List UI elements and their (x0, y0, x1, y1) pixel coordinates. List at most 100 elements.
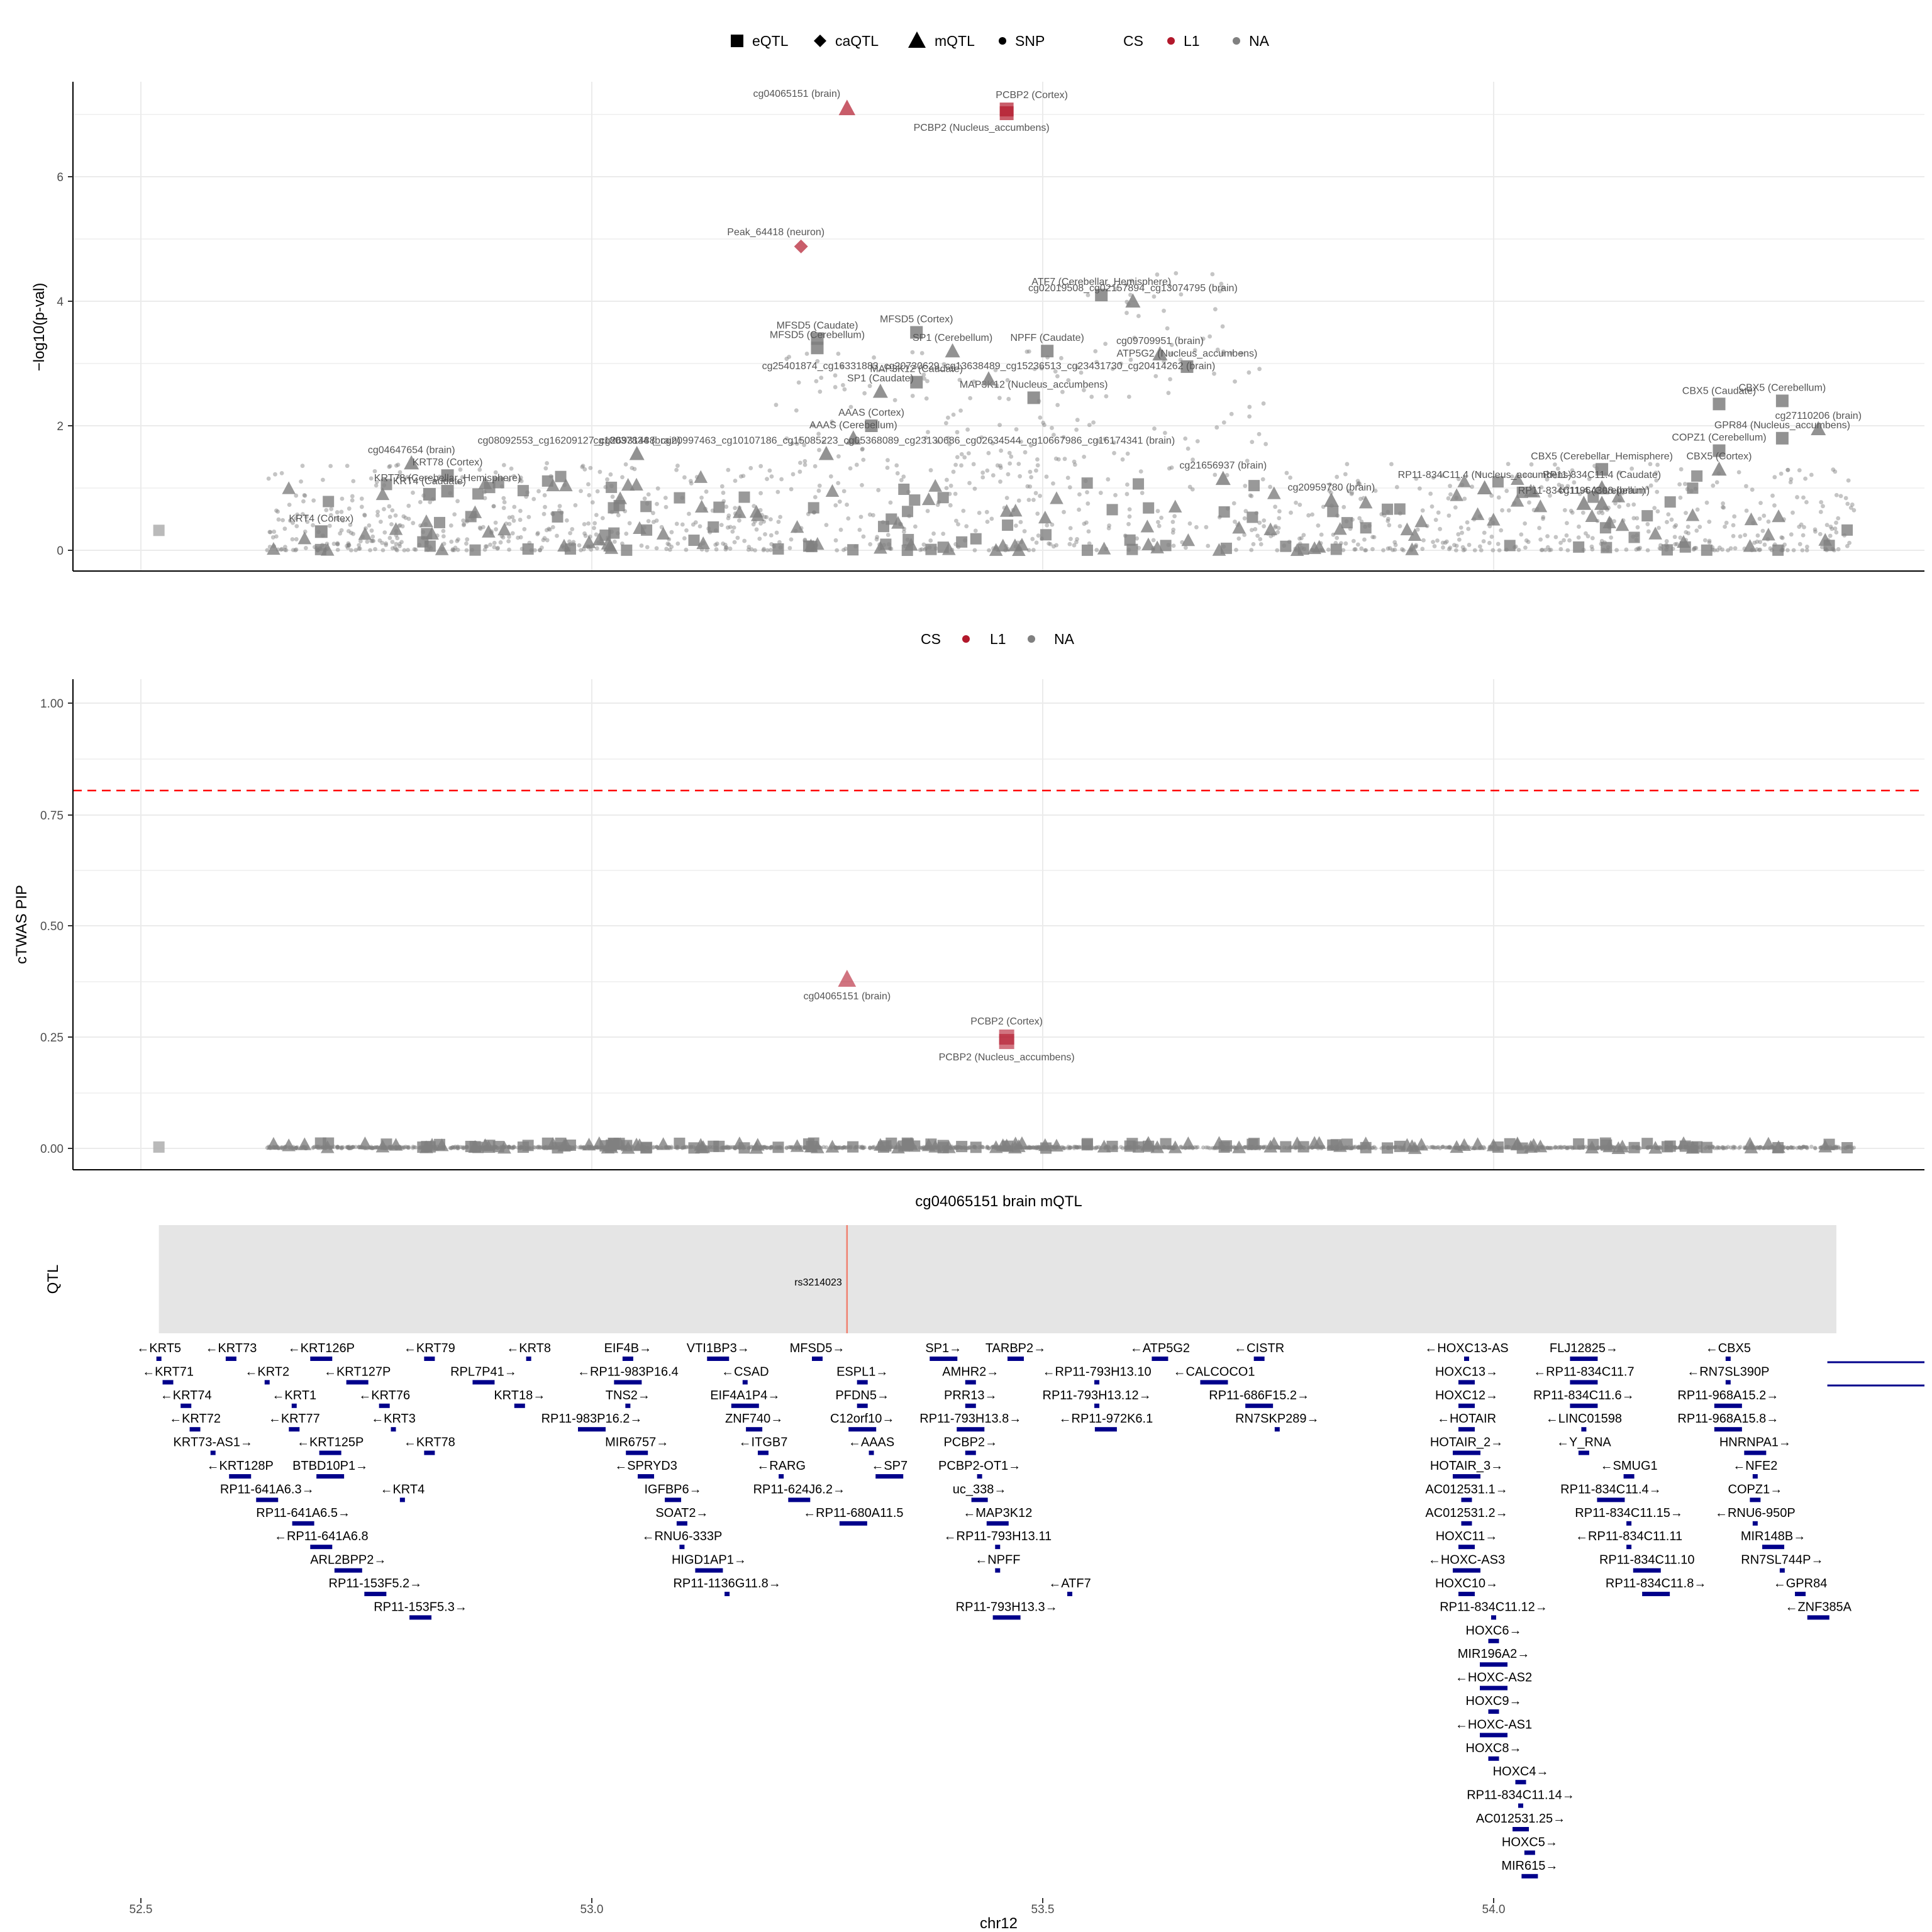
snp-point (1446, 547, 1452, 552)
snp-point (1433, 1145, 1438, 1150)
snp-point (655, 486, 660, 491)
snp-point (1795, 1146, 1799, 1150)
mqtl-point (1602, 1139, 1616, 1153)
snp-point (848, 404, 853, 409)
mqtl-point (1414, 514, 1428, 528)
snp-point (1477, 472, 1482, 477)
gene-body (757, 1450, 769, 1455)
snp-point (507, 535, 511, 539)
mqtl-point (630, 1138, 643, 1151)
snp-point (1539, 548, 1544, 553)
snp-point (335, 516, 340, 521)
snp-point (412, 1145, 417, 1150)
snp-point (413, 1145, 418, 1150)
eqtl-point (772, 543, 784, 555)
snp-point (274, 508, 279, 513)
snp-point (796, 380, 801, 385)
mqtl-point (1524, 1140, 1538, 1153)
snp-point (1629, 466, 1635, 471)
snp-point (1558, 540, 1563, 545)
snp-point (1590, 536, 1595, 541)
snp-point (1834, 492, 1839, 497)
snp-point (350, 498, 355, 502)
snp-point (462, 523, 466, 528)
snp-point (1600, 511, 1605, 516)
snp-point (1694, 546, 1699, 550)
mqtl-point (874, 541, 887, 554)
snp-point (582, 522, 587, 526)
gene-body (724, 1592, 730, 1596)
snp-point (511, 518, 516, 523)
snp-point (406, 1145, 410, 1150)
gene-body (1521, 1874, 1538, 1879)
snp-point (1428, 491, 1433, 496)
snp-point (533, 548, 537, 553)
snp-point (1762, 542, 1767, 547)
gene-body (1488, 1756, 1499, 1761)
mqtl-point (1038, 511, 1052, 524)
snp-point (1075, 418, 1080, 423)
snp-point (1067, 541, 1072, 547)
eqtl-point (323, 496, 335, 508)
snp-point (511, 1145, 516, 1149)
snp-point (724, 504, 729, 509)
snp-point (956, 522, 960, 527)
snp-point (860, 1145, 864, 1150)
gene-body (1452, 1450, 1480, 1455)
snp-point (1653, 470, 1658, 475)
snp-point (1262, 518, 1267, 523)
snp-point (946, 415, 950, 420)
snp-point (1125, 451, 1130, 456)
snp-point (1210, 272, 1215, 277)
gene-label: ←LINC01598 (1546, 1412, 1622, 1426)
snp-point (1432, 544, 1437, 548)
snp-point (1035, 1146, 1040, 1150)
gene-label: RP11-153F5.2→ (329, 1577, 423, 1591)
snp-point (1231, 501, 1236, 506)
snp-point (1438, 1146, 1442, 1151)
mqtl-point (1762, 528, 1775, 541)
gene-body (1200, 1380, 1228, 1385)
snp-point (1284, 470, 1289, 475)
snp-point (1014, 427, 1019, 432)
gene-body (1779, 1568, 1785, 1573)
snp-point (1127, 514, 1132, 519)
snp-point (1277, 509, 1282, 514)
gene-body (1752, 1521, 1758, 1526)
snp-point (767, 468, 772, 473)
snp-point (731, 525, 736, 530)
snp-point (327, 523, 332, 528)
gene-body (848, 1427, 877, 1432)
mqtl-point (1141, 537, 1155, 550)
snp-point (833, 373, 838, 378)
eqtl-point (314, 1137, 326, 1149)
gene-body (995, 1545, 1001, 1550)
snp-point (778, 514, 783, 519)
snp-point (449, 539, 454, 544)
snp-point (510, 514, 515, 519)
snp-point (1065, 475, 1070, 480)
snp-point (1673, 542, 1678, 547)
snp-point (1082, 388, 1086, 392)
mqtl-point (1648, 1141, 1662, 1154)
gene-label: PRR13→ (944, 1389, 997, 1402)
gene-label: ←HOTAIR (1437, 1412, 1496, 1426)
gene-body (289, 1427, 300, 1432)
snp-point (784, 357, 789, 361)
gene-body (1642, 1592, 1670, 1596)
snp-point (1441, 1145, 1445, 1149)
snp-point (1356, 480, 1361, 486)
snp-point (1035, 511, 1040, 516)
snp-point (1538, 537, 1543, 542)
snp-point (351, 1145, 355, 1149)
gene-label: RP11-834C11.15→ (1575, 1506, 1683, 1520)
snp-point (405, 475, 410, 480)
snp-point (645, 545, 650, 550)
point-label: cg09709951 (brain) (1116, 336, 1204, 347)
gene-body (1725, 1380, 1731, 1385)
gene-label: RP11-834C11.8→ (1606, 1577, 1706, 1591)
snp-point (1356, 1145, 1360, 1150)
snp-point (460, 475, 465, 480)
snp-point (704, 548, 709, 553)
eqtl-point (421, 1141, 433, 1153)
